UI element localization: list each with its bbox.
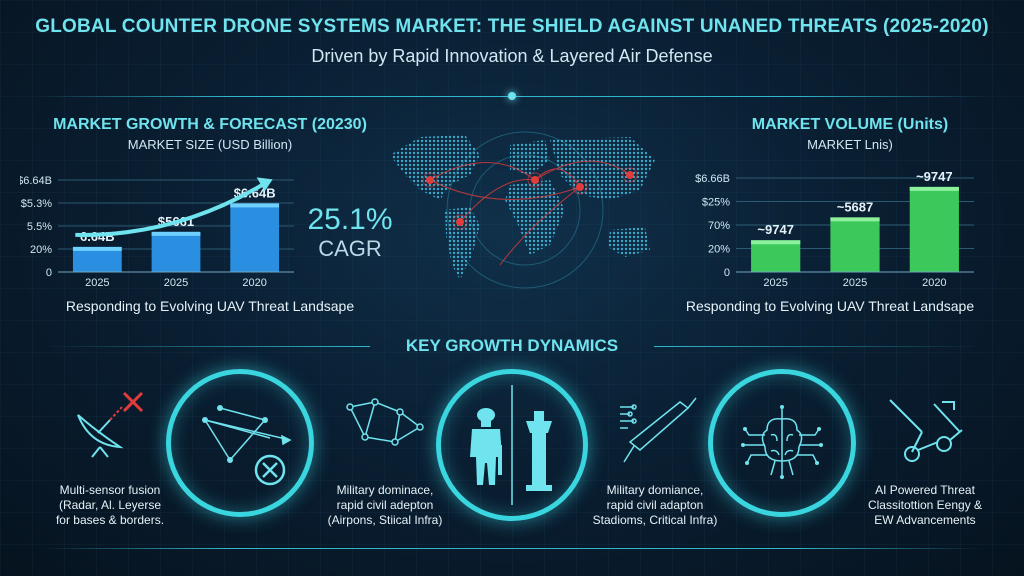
y-tick-label: 20% <box>708 244 730 256</box>
europe-shape <box>510 140 550 175</box>
y-tick-label: 0 <box>46 267 52 279</box>
key-dynamics-heading: KEY GROWTH DYNAMICS <box>405 336 619 355</box>
data-label: ~9747 <box>757 222 794 237</box>
x-tick-label: 2025 <box>843 277 867 289</box>
data-label: ~9747 <box>916 169 953 184</box>
ai-brain-icon <box>741 405 823 479</box>
cagr-value: 25.1% <box>307 203 393 236</box>
dynamic-text-4: AI Powered Threat Classitottion Eengy & EW… <box>867 483 983 527</box>
threat-markers <box>422 167 638 230</box>
right-panel-caption: Responding to Evolving UAV Threat Landsa… <box>685 298 975 314</box>
network-neutralize-ring <box>166 369 314 517</box>
australia-shape <box>608 227 650 257</box>
trend-arrow-head <box>256 177 273 192</box>
soldier-tower-icon <box>470 385 552 505</box>
africa-shape <box>505 180 565 255</box>
right-panel-heading: MARKET VOLUME (Units) <box>751 116 949 133</box>
soldier-tower-ring <box>436 369 588 521</box>
network-neutralize-icon <box>202 405 292 486</box>
bar <box>751 240 801 272</box>
x-tick-label: 2025 <box>763 277 787 289</box>
y-tick-label: 70% <box>708 220 730 232</box>
bar-cap <box>830 217 880 222</box>
bar <box>830 217 880 272</box>
x-tick-label: 2025 <box>85 277 109 289</box>
trend-arrow <box>75 181 266 237</box>
bar <box>909 186 959 272</box>
footer-divider <box>40 548 984 549</box>
ew-tools-icon <box>889 399 963 462</box>
dynamic-text-3: Military domiance, rapid civil adapton Sta… <box>592 483 718 527</box>
section-line-left <box>40 346 370 347</box>
world-threat-map <box>390 131 655 289</box>
left-panel-subheading: MARKET SIZE (USD Billion) <box>127 137 293 152</box>
bar-cap <box>151 231 201 236</box>
bar-cap <box>230 203 280 208</box>
bar <box>151 231 201 272</box>
right-panel-subheading: MARKET Lnis) <box>807 137 893 152</box>
left-panel-heading: MARKET GROWTH & FORECAST (20230) <box>53 116 367 133</box>
threat-trajectories <box>429 160 631 266</box>
y-tick-label: 5.5% <box>27 221 52 233</box>
divider-node <box>508 92 516 100</box>
bar-cap <box>909 186 959 191</box>
market-size-bar-chart: $6.64B$5.3%5.5%20%020256.64B2025$5661202… <box>20 175 294 289</box>
page-title: GLOBAL COUNTER DRONE SYSTEMS MARKET: THE… <box>35 16 989 37</box>
radar-dish-icon <box>77 391 144 458</box>
jammer-gun-icon <box>620 397 697 463</box>
y-tick-label: 20% <box>30 244 52 256</box>
asia-shape <box>550 137 655 200</box>
x-tick-label: 2020 <box>242 277 266 289</box>
y-tick-label: $6.64B <box>20 175 52 187</box>
bar-cap <box>751 240 801 245</box>
y-tick-label: $6.66B <box>695 173 730 185</box>
drone-network-icon <box>346 398 424 446</box>
section-line-right <box>654 346 984 347</box>
page-subtitle: Driven by Rapid Innovation & Layered Air… <box>311 46 713 66</box>
bar <box>72 246 122 272</box>
ai-brain-ring <box>708 369 856 517</box>
data-label: ~5687 <box>837 199 874 214</box>
bar-cap <box>72 246 122 251</box>
dynamic-text-2: Military dominace, rapid civil adepton (Ai… <box>327 483 443 527</box>
y-tick-label: $5.3% <box>21 198 52 210</box>
x-tick-label: 2020 <box>922 277 946 289</box>
bar <box>230 203 280 272</box>
market-volume-bar-chart: $6.66B $25% 70% 20% 0 2025 ~9747 2025 ~5687 2020 ~… <box>695 169 974 289</box>
x-tick-label: 2025 <box>164 277 188 289</box>
y-tick-label: $25% <box>702 197 730 209</box>
y-tick-label: 0 <box>724 267 730 279</box>
north-america-shape <box>390 135 480 200</box>
left-panel-caption: Responding to Evolving UAV Threat Landsa… <box>65 298 355 314</box>
dynamic-text-1: Multi-sensor fusion (Radar, Al. Leyerse fo… <box>55 483 165 527</box>
cagr-label: CAGR <box>318 236 382 261</box>
